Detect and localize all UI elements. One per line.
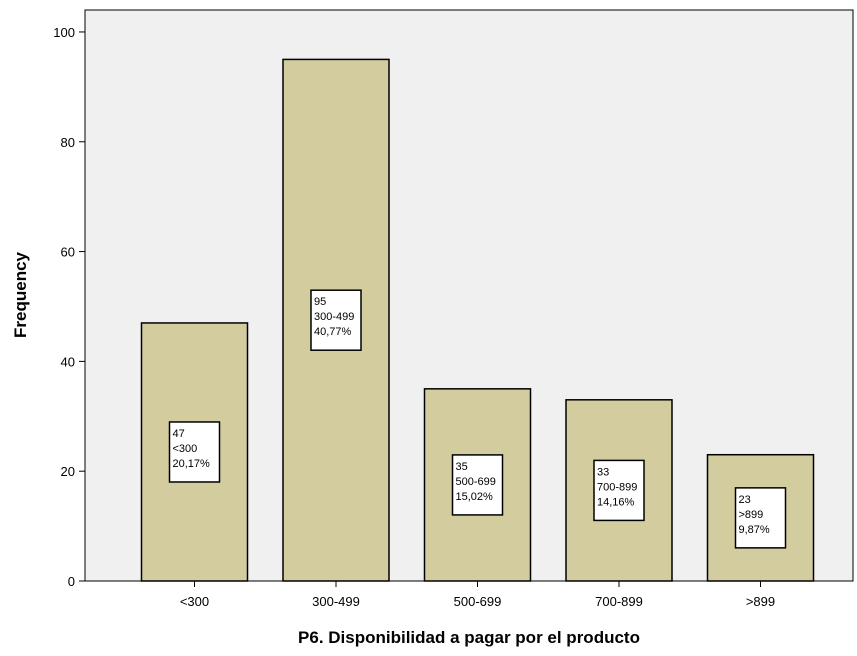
data-label-box: 23 >899 9,87%	[734, 487, 787, 549]
y-tick-label: 20	[61, 464, 75, 479]
x-tick-label: <300	[180, 594, 209, 609]
y-tick-label: 100	[53, 25, 75, 40]
x-tick-label: 300-499	[312, 594, 360, 609]
data-label-percent: 15,02%	[456, 491, 494, 503]
y-tick-label: 80	[61, 135, 75, 150]
data-label-percent: 20,17%	[173, 458, 211, 470]
x-tick-label: 500-699	[454, 594, 502, 609]
x-tick-label: 700-899	[595, 594, 643, 609]
data-label-percent: 14,16%	[597, 496, 635, 508]
data-label-percent: 40,77%	[314, 326, 352, 338]
y-tick-label: 40	[61, 354, 75, 369]
y-tick-label: 60	[61, 245, 75, 260]
data-label-category: 700-899	[597, 481, 637, 493]
data-label-category: 500-699	[456, 476, 496, 488]
y-tick-label: 0	[68, 574, 75, 589]
data-label-background	[168, 421, 221, 483]
data-labels-layer: 47 <300 20,17% 95 300-499 40,77% 35 500-699 15,0…	[168, 289, 787, 549]
data-label-background	[593, 459, 645, 522]
data-label-background	[734, 487, 787, 549]
data-label-count: 23	[739, 494, 751, 506]
x-tick-label: >899	[746, 594, 775, 609]
data-label-count: 35	[456, 461, 468, 473]
data-label-box: 47 <300 20,17%	[168, 421, 221, 483]
data-label-background	[451, 454, 504, 516]
x-axis-title: P6. Disponibilidad a pagar por el produc…	[298, 628, 640, 647]
data-label-category: >899	[739, 509, 764, 521]
data-label-category: <300	[173, 443, 198, 455]
data-label-category: 300-499	[314, 311, 354, 323]
data-label-count: 33	[597, 466, 609, 478]
y-axis: 0 20 40 60 80 100	[53, 25, 85, 589]
data-label-background	[310, 289, 362, 351]
data-label-box: 35 500-699 15,02%	[451, 454, 504, 516]
x-axis: <300 300-499 500-699 700-899 >899	[180, 581, 775, 609]
data-label-percent: 9,87%	[739, 524, 770, 536]
data-label-box: 33 700-899 14,16%	[593, 459, 645, 522]
data-label-count: 47	[173, 428, 185, 440]
data-label-box: 95 300-499 40,77%	[310, 289, 362, 351]
data-label-count: 95	[314, 296, 326, 308]
y-axis-title: Frequency	[11, 251, 30, 338]
